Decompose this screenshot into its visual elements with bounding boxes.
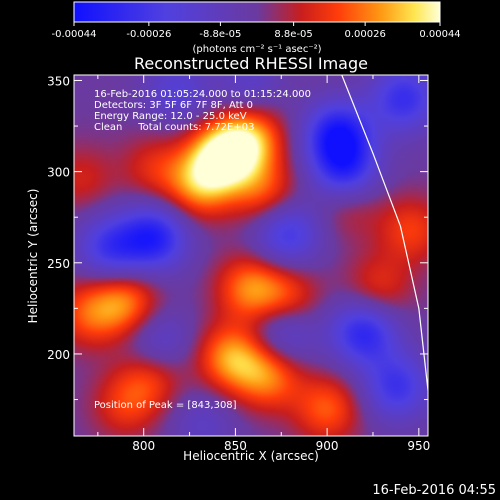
x-tick-label: 900 [316, 439, 339, 453]
colorbar-tick-label: -0.00026 [126, 29, 171, 40]
solar-limb-arc [341, 75, 428, 391]
y-tick-label: 200 [47, 348, 70, 362]
colorbar-tick-label: -0.00044 [52, 29, 97, 40]
x-axis: 800 850 900 950 [97, 75, 430, 453]
x-tick-label: 800 [132, 439, 155, 453]
y-tick-label: 300 [47, 166, 70, 180]
footer-timestamp: 16-Feb-2016 04:55 [372, 483, 496, 498]
colorbar-tick-label: -8.8e-05 [199, 29, 241, 40]
colorbar-unit-label: (photons cm⁻² s⁻¹ asec⁻²) [192, 44, 321, 55]
annotation-detectors: Detectors: 3F 5F 6F 7F 8F, Att 0 [94, 100, 253, 111]
annotations: 16-Feb-2016 01:05:24.000 to 01:15:24.000… [94, 89, 311, 411]
heatmap-image [74, 75, 428, 436]
x-tick-label: 850 [224, 439, 247, 453]
colorbar-gradient [73, 1, 441, 23]
y-tick-label: 350 [47, 74, 70, 88]
annotation-peak-position: Position of Peak = [843,308] [94, 400, 237, 411]
annotation-total-counts: Clean Total counts: 7.72E+03 [94, 122, 254, 133]
plot-frame [73, 74, 429, 437]
chart-title: Reconstructed RHESSI Image [134, 54, 368, 73]
y-tick-label: 250 [47, 257, 70, 271]
x-tick-label: 950 [407, 439, 430, 453]
colorbar: -0.00044 -0.00026 -8.8e-05 8.8e-05 0.00026 0.… [52, 1, 461, 55]
y-axis-label: Heliocentric Y (arcsec) [26, 189, 40, 324]
x-axis-label: Heliocentric X (arcsec) [183, 449, 319, 463]
annotation-time-range: 16-Feb-2016 01:05:24.000 to 01:15:24.000 [94, 89, 311, 100]
colorbar-tick-label: 0.00026 [344, 29, 385, 40]
colorbar-ticks: -0.00044 -0.00026 -8.8e-05 8.8e-05 0.00026 0.… [52, 22, 461, 40]
y-axis: 200 250 300 350 [47, 74, 428, 401]
colorbar-tick-label: 8.8e-05 [274, 29, 312, 40]
annotation-energy-range: Energy Range: 12.0 - 25.0 keV [94, 111, 247, 122]
colorbar-tick-label: 0.00044 [419, 29, 460, 40]
